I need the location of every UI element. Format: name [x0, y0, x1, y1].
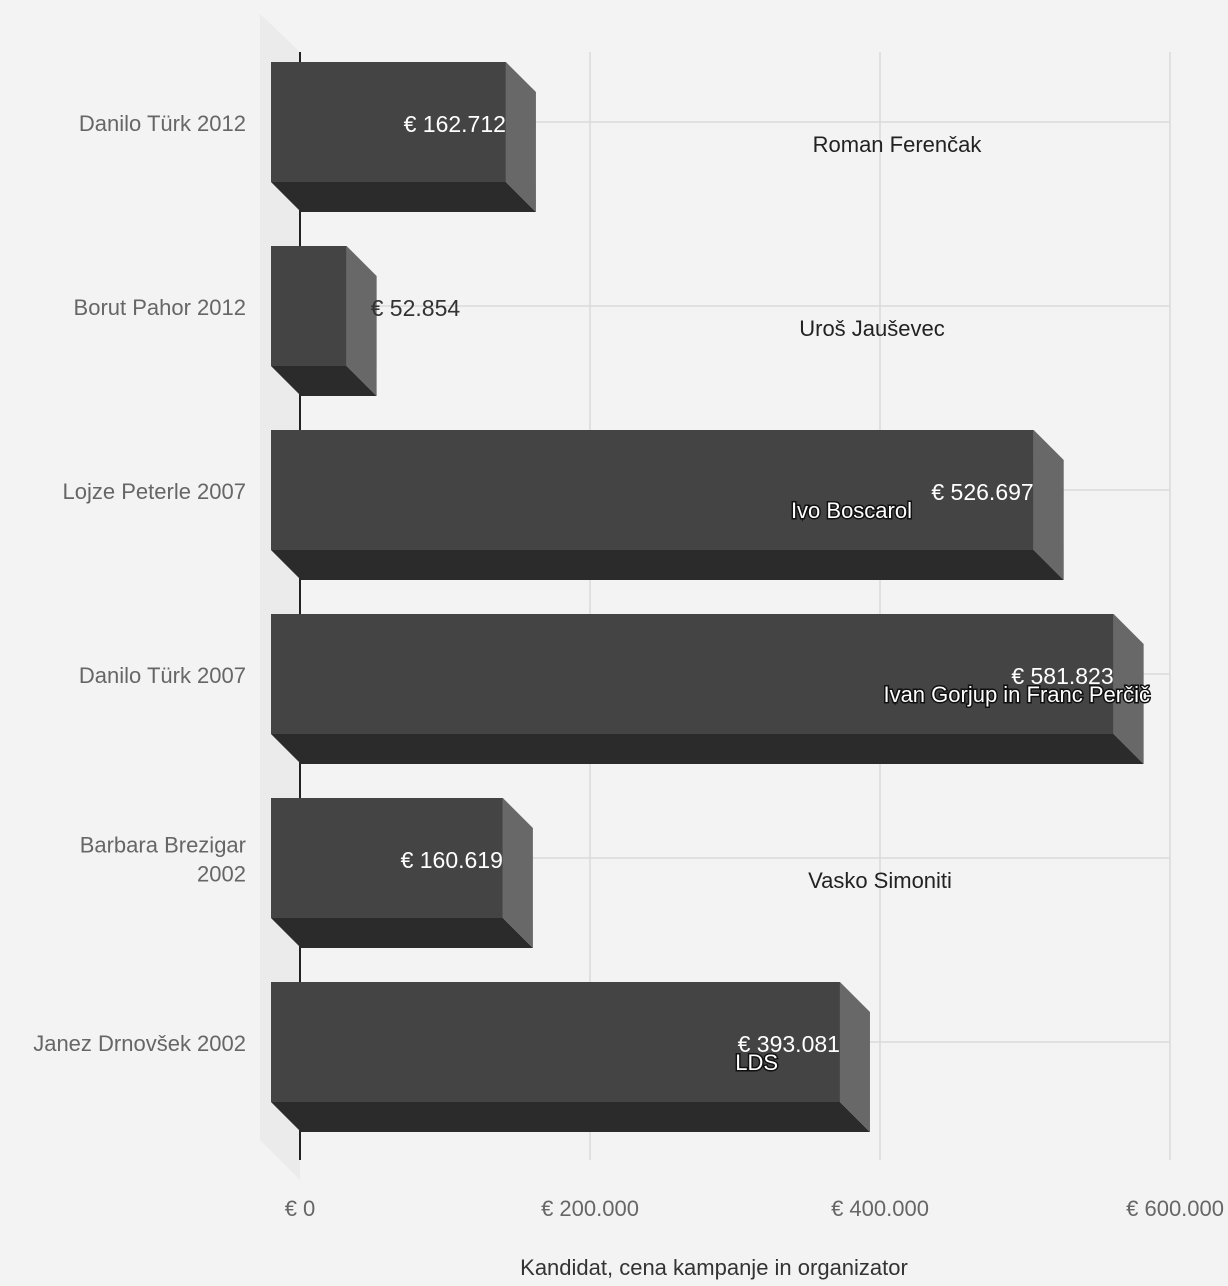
x-tick-label: € 400.000: [831, 1196, 929, 1221]
bar: [271, 246, 377, 396]
bar-side-face: [502, 798, 533, 948]
bar-front-face: [271, 614, 1114, 734]
bar: [271, 614, 1144, 764]
category-label: Janez Drnovšek 2002: [33, 1031, 246, 1056]
organizer-label: Ivan Gorjup in Franc Perčič: [883, 682, 1150, 707]
bar-bottom-face: [271, 734, 1144, 764]
bar-side-face: [346, 246, 377, 396]
bar-side-face: [839, 982, 870, 1132]
organizer-label: Uroš Jauševec: [799, 316, 945, 341]
bar-side-face: [1033, 430, 1064, 580]
bar-bottom-face: [271, 1102, 870, 1132]
bar-bottom-face: [271, 182, 536, 212]
category-label-line: 2002: [197, 862, 246, 887]
bar: [271, 430, 1064, 580]
category-label: Danilo Türk 2007: [79, 663, 246, 688]
bar-bottom-face: [271, 550, 1064, 580]
bar-value-label: € 581.823: [1011, 663, 1113, 689]
organizer-label: Ivo Boscarol: [791, 498, 912, 523]
organizer-label: Vasko Simoniti: [808, 868, 952, 893]
x-axis-title: Kandidat, cena kampanje in organizator: [520, 1255, 908, 1280]
bar-value-label: € 52.854: [371, 295, 461, 321]
bar-front-face: [271, 982, 840, 1102]
bar-value-label: € 393.081: [738, 1031, 840, 1057]
bar-front-face: [271, 62, 506, 182]
category-label: Danilo Türk 2012: [79, 111, 246, 136]
bar-value-label: € 162.712: [404, 111, 506, 137]
bar-front-face: [271, 430, 1034, 550]
organizer-label: Roman Ferenčak: [813, 132, 983, 157]
bar-bottom-face: [271, 918, 533, 948]
x-tick-label: € 600.000: [1126, 1196, 1224, 1221]
bar-front-face: [271, 798, 503, 918]
bar-value-label: € 160.619: [401, 847, 503, 873]
labels: € 162.712 Roman Ferenčak Danilo Türk 2012 €…: [33, 111, 1224, 1280]
x-tick-label: € 200.000: [541, 1196, 639, 1221]
category-label-line: Barbara Brezigar: [80, 833, 246, 858]
organizer-label: LDS: [735, 1050, 778, 1075]
bar-front-face: [271, 246, 347, 366]
bar: [271, 798, 533, 948]
bar: [271, 982, 870, 1132]
x-tick-label: € 0: [285, 1196, 316, 1221]
bar-bottom-face: [271, 366, 377, 396]
category-label: Barbara Brezigar 2002: [80, 833, 246, 887]
category-label: Borut Pahor 2012: [74, 295, 246, 320]
bar: [271, 62, 536, 212]
bar-side-face: [1113, 614, 1144, 764]
bar-side-face: [505, 62, 536, 212]
bars: [271, 62, 1144, 1132]
bar-value-label: € 526.697: [931, 479, 1033, 505]
category-label: Lojze Peterle 2007: [63, 479, 246, 504]
